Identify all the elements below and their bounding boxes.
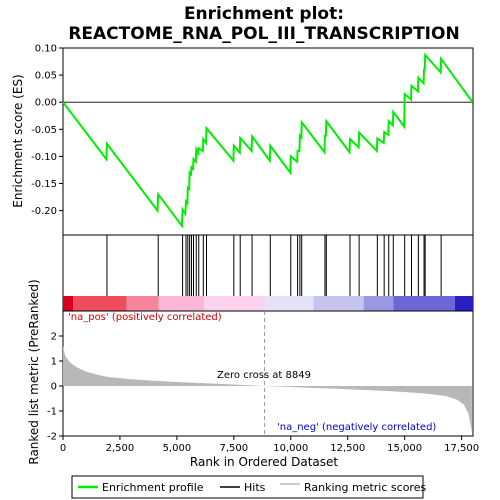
metric-y-tick-label: -1 (47, 407, 57, 418)
metric-y-tick-label: 0 (51, 382, 57, 393)
heat-band-segment (63, 296, 74, 311)
negative-correlation-label: 'na_neg' (negatively correlated) (277, 422, 436, 433)
legend-frame (71, 475, 424, 499)
chart-title-line1: Enrichment plot: (184, 4, 344, 24)
es-panel-frame (62, 47, 474, 236)
heat-band-segment (126, 296, 159, 311)
x-tick-label: 2,500 (106, 443, 135, 454)
x-tick-label: 10,000 (273, 443, 308, 454)
hits-panel (62, 234, 474, 312)
x-tick-label: 5,000 (163, 443, 192, 454)
es-y-tick-label: 0.00 (35, 98, 57, 109)
legend-label-ranking-metric: Ranking metric scores (304, 481, 426, 494)
es-y-tick-label: -0.20 (31, 206, 57, 217)
metric-y-tick-label: 1 (51, 357, 57, 368)
heat-band-segment (393, 296, 455, 311)
legend: Enrichment profile Hits Ranking metric s… (71, 475, 426, 499)
metric-y-tick-label: 2 (51, 332, 57, 343)
zero-cross-label: Zero cross at 8849 (217, 370, 311, 381)
es-y-tick-label: -0.15 (31, 179, 57, 190)
es-panel: -0.20 -0.15 -0.10 -0.05 0.00 0.05 0.10 (31, 44, 474, 236)
es-y-tick-label: -0.05 (31, 125, 57, 136)
es-y-tick-label: -0.10 (31, 152, 57, 163)
metric-panel: -2 -1 0 1 2 'na_pos' (positively correlated)… (47, 310, 474, 443)
x-tick-label: 7,500 (220, 443, 249, 454)
x-tick-label: 0 (60, 443, 66, 454)
heat-band-segment (158, 296, 205, 311)
heat-band-segment (204, 296, 266, 311)
enrichment-profile-line (62, 52, 474, 229)
x-axis-label: Rank in Ordered Dataset (190, 455, 338, 469)
heat-band-segment (363, 296, 394, 311)
heat-band-segment (73, 296, 127, 311)
x-tick-label: 15,000 (387, 443, 422, 454)
metric-y-axis-label: Ranked list metric (PreRanked) (27, 279, 41, 464)
metric-y-tick-label: -2 (47, 432, 57, 443)
x-tick-label: 12,500 (330, 443, 365, 454)
positive-correlation-label: 'na_pos' (positively correlated) (68, 312, 222, 323)
x-tick-label: 17,500 (444, 443, 479, 454)
legend-label-hits: Hits (244, 481, 266, 494)
heat-band-segment (454, 296, 473, 311)
chart-title-line2: REACTOME_RNA_POL_III_TRANSCRIPTION (68, 24, 459, 44)
heat-band-segment (265, 296, 314, 311)
heat-band-segment (313, 296, 364, 311)
ranking-metric-area (63, 346, 472, 433)
es-y-axis-label: Enrichment score (ES) (11, 74, 25, 207)
legend-label-enrichment-profile: Enrichment profile (102, 481, 204, 494)
es-y-tick-label: 0.05 (35, 71, 57, 82)
es-y-tick-label: 0.10 (35, 44, 57, 55)
